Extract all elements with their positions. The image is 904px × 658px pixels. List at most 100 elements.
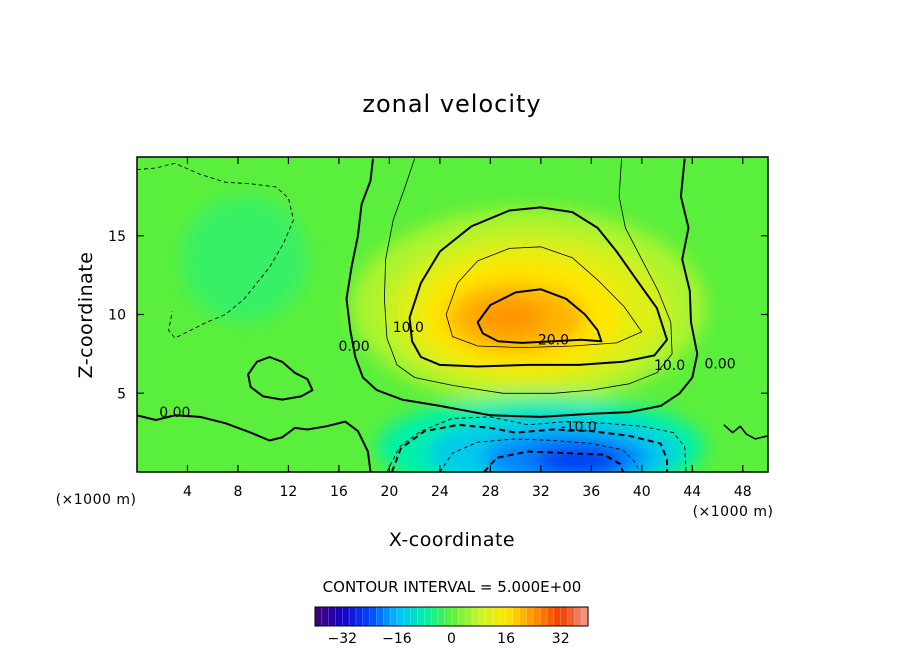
x-tick-label: 36 (582, 484, 600, 500)
colorbar-swatch (396, 607, 405, 626)
velocity-field (137, 157, 768, 472)
contour-line-neg15 (439, 438, 640, 472)
colorbar-swatch (458, 607, 466, 626)
contour-label-text: 10.0 (393, 320, 424, 336)
y-axis-ticks: 5 10 15 (108, 229, 768, 402)
colorbar-swatch (444, 607, 453, 626)
colorbar-swatch (437, 607, 446, 626)
field-region-jet-max (473, 298, 545, 337)
colorbar-tick-label: −32 (328, 631, 358, 647)
contour-interval-label: CONTOUR INTERVAL = 5.000E+00 (323, 578, 582, 596)
colorbar-swatch (567, 607, 575, 626)
y-axis-label: Z-coordinate (75, 252, 97, 379)
colorbar-swatch (431, 607, 439, 626)
contour-line-zero-right (723, 424, 768, 440)
x-tick-label: 12 (280, 484, 298, 500)
colorbar-swatch (410, 607, 418, 626)
x-axis-label: X-coordinate (389, 529, 515, 551)
contour-line-neg10 (390, 423, 668, 472)
x-tick-label: 40 (633, 484, 651, 500)
contour-label: 0.00 (159, 405, 190, 421)
contour-line-neg5-lower (386, 416, 687, 472)
x-tick-label: 44 (683, 484, 701, 500)
contour-label-text: 10.0 (654, 358, 685, 374)
colorbar-swatch (335, 607, 343, 626)
colorbar-swatch (581, 607, 589, 626)
contour-line-neg20 (483, 450, 624, 472)
contour-label: 10.0 (654, 358, 685, 374)
colorbar-tick-label: −16 (382, 631, 412, 647)
colorbar-swatch (355, 607, 364, 626)
y-tick-label: 10 (108, 308, 126, 324)
colorbar-swatch (506, 607, 514, 626)
colorbar-swatch (451, 607, 459, 626)
colorbar-tick-label: 0 (447, 631, 456, 647)
colorbar-tick-label: 16 (497, 631, 515, 647)
x-tick-label: 4 (183, 484, 192, 500)
colorbar-swatch (471, 607, 480, 626)
colorbar-swatch (383, 607, 391, 626)
colorbar-swatch (342, 607, 350, 626)
contour-label-text: 0.00 (338, 339, 369, 355)
x-tick-label: 16 (330, 484, 348, 500)
contour-label-text: 20.0 (538, 333, 569, 349)
x-tick-label: 24 (431, 484, 449, 500)
contour-line-zero-loop (247, 356, 314, 401)
contour-label-text: 0.00 (704, 356, 735, 372)
field-region-upper-left (181, 196, 308, 323)
x-tick-label: 28 (481, 484, 499, 500)
x-tick-label: 20 (380, 484, 398, 500)
x-tick-label: 32 (532, 484, 550, 500)
x-axis-ticks: 4 8 12 16 20 24 28 32 36 40 44 48 (183, 157, 752, 500)
y-tick-label: 15 (108, 229, 126, 245)
colorbar-swatch (533, 607, 541, 626)
colorbar-swatch (349, 607, 357, 626)
colorbar-swatch (526, 607, 534, 626)
colorbar-swatch (519, 607, 528, 626)
y-tick-label: 5 (117, 386, 126, 402)
colorbar-swatch (485, 607, 494, 626)
colorbar-swatch (492, 607, 500, 626)
x-unit-left: (×1000 m) (56, 492, 137, 508)
colorbar-frame (314, 606, 589, 627)
colorbar-tick-label: 32 (552, 631, 570, 647)
contour-label: 20.0 (538, 333, 569, 349)
contour-line-pos15 (445, 246, 643, 348)
colorbar-swatch (403, 607, 412, 626)
contour-label: 0.00 (704, 356, 735, 372)
contour-line-zero-left (137, 414, 372, 472)
contour-label: 10.0 (393, 320, 424, 336)
contour-label-text: -10.0 (561, 419, 597, 435)
x-unit-right: (×1000 m) (693, 504, 774, 520)
chart-title: zonal velocity (362, 90, 541, 118)
colorbar-swatch (390, 607, 398, 626)
colorbar-swatch (465, 607, 473, 626)
colorbar-swatch (499, 607, 507, 626)
contour-line-pos5 (384, 158, 673, 394)
contour-label: -10.0 (561, 419, 597, 435)
colorbar-swatch (369, 607, 378, 626)
contour-line-pos20 (476, 288, 603, 344)
field-region-surface-min (534, 446, 623, 472)
colorbar-swatch (417, 607, 425, 626)
colorbar-swatch (540, 607, 548, 626)
contour-label: 0.00 (338, 339, 369, 355)
colorbar-swatch (376, 607, 384, 626)
colorbar-swatch (560, 607, 569, 626)
x-tick-label: 48 (734, 484, 752, 500)
x-tick-label: 8 (233, 484, 242, 500)
colorbar-swatch (478, 607, 487, 626)
colorbar-swatch (553, 607, 562, 626)
colorbar-swatch (547, 607, 555, 626)
colorbar-swatch (321, 607, 330, 626)
contour-lines: 0.00 0.00 10.0 20.0 10.0 0.00 -10.0 (137, 158, 768, 472)
colorbar-swatch (315, 607, 323, 626)
colorbar-swatch (362, 607, 371, 626)
colorbar-swatch (574, 607, 582, 626)
contour-line-pos10 (408, 206, 668, 368)
colorbar: −32 −16 0 16 32 (314, 606, 589, 647)
contour-label-text: 0.00 (159, 405, 190, 421)
colorbar-swatch (512, 607, 521, 626)
